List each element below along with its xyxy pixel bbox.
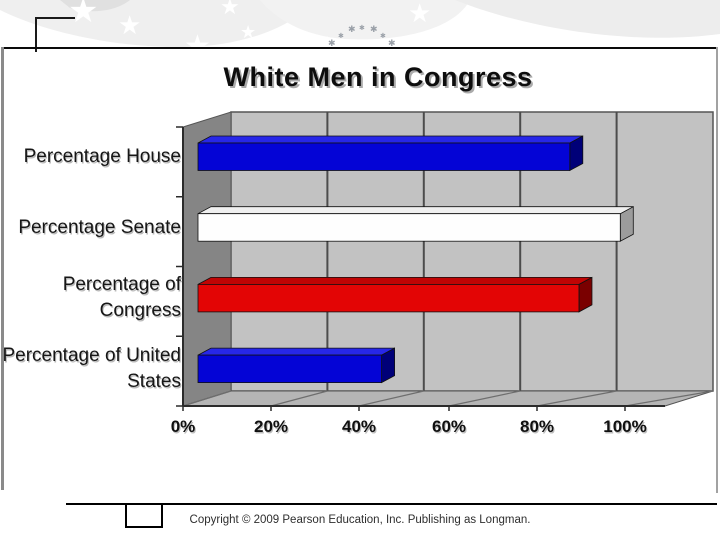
svg-text:✱: ✱ [338, 32, 344, 40]
floor-tick-80 [536, 390, 617, 407]
svg-text:★: ★ [408, 0, 431, 28]
svg-text:★: ★ [220, 0, 240, 19]
x-tick-20: 20% [253, 417, 289, 436]
bar-top-3 [197, 347, 395, 356]
copyright-text: Copyright © 2009 Pearson Education, Inc.… [189, 514, 531, 526]
svg-text:✱: ✱ [388, 38, 396, 48]
x-tick-0: 0% [170, 417, 196, 436]
footer-rule [66, 503, 717, 505]
x-tick-60: 60% [431, 417, 467, 436]
panel-border-left [1, 47, 4, 490]
floor-tick-0 [182, 390, 232, 407]
svg-text:★: ★ [318, 32, 338, 48]
floor-tick-60 [448, 390, 521, 407]
svg-text:★: ★ [68, 0, 98, 30]
banner-wave-left [0, 0, 315, 48]
plot-floor [182, 390, 714, 407]
panel-border-top [3, 47, 718, 49]
svg-text:★: ★ [184, 30, 211, 48]
flag-banner-art: ★ ★ ★ ★ ★ ★ ★ ✱ ✱ ✱ ✱ ✱ ✱ ✱ [0, 0, 720, 48]
banner-large-stars: ★ ★ ★ ★ ★ ★ ★ [68, 0, 431, 48]
svg-text:★: ★ [240, 22, 256, 42]
svg-text:✱: ✱ [328, 38, 336, 48]
category-label-congress: Percentage of Congress [62, 274, 181, 321]
banner-wave-right [455, 0, 720, 38]
svg-text:✱: ✱ [380, 32, 386, 40]
bar-front-2 [197, 283, 580, 313]
category-label-senate: Percentage Senate [18, 217, 181, 238]
footer-tab-decoration [125, 505, 163, 528]
category-label-house: Percentage House [23, 146, 181, 167]
bar-front-3 [197, 354, 383, 384]
banner-star-arc: ✱ ✱ ✱ ✱ ✱ ✱ ✱ [328, 24, 396, 48]
floor-tick-40 [358, 390, 424, 407]
x-tick-40: 40% [341, 417, 377, 436]
svg-text:★: ★ [118, 10, 141, 40]
svg-text:✱: ✱ [359, 24, 365, 32]
x-tick-80: 80% [519, 417, 555, 436]
bar-front-0 [197, 142, 571, 171]
svg-text:✱: ✱ [348, 24, 356, 34]
bar-front-1 [197, 213, 621, 242]
category-label-united-states: Percentage of United States [2, 345, 181, 392]
bar-top-1 [197, 206, 634, 215]
bar-top-2 [197, 276, 593, 285]
panel-border-right [716, 47, 718, 493]
chart-title: White Men in Congress [223, 62, 533, 92]
floor-tick-100 [624, 390, 714, 407]
corner-bracket-decoration [35, 17, 75, 52]
bar-top-0 [197, 135, 583, 144]
svg-text:✱: ✱ [370, 24, 378, 34]
x-tick-100: 100% [603, 417, 647, 436]
banner-accent [60, 0, 130, 12]
banner-wave-center [260, 0, 470, 40]
floor-tick-20 [270, 390, 328, 407]
